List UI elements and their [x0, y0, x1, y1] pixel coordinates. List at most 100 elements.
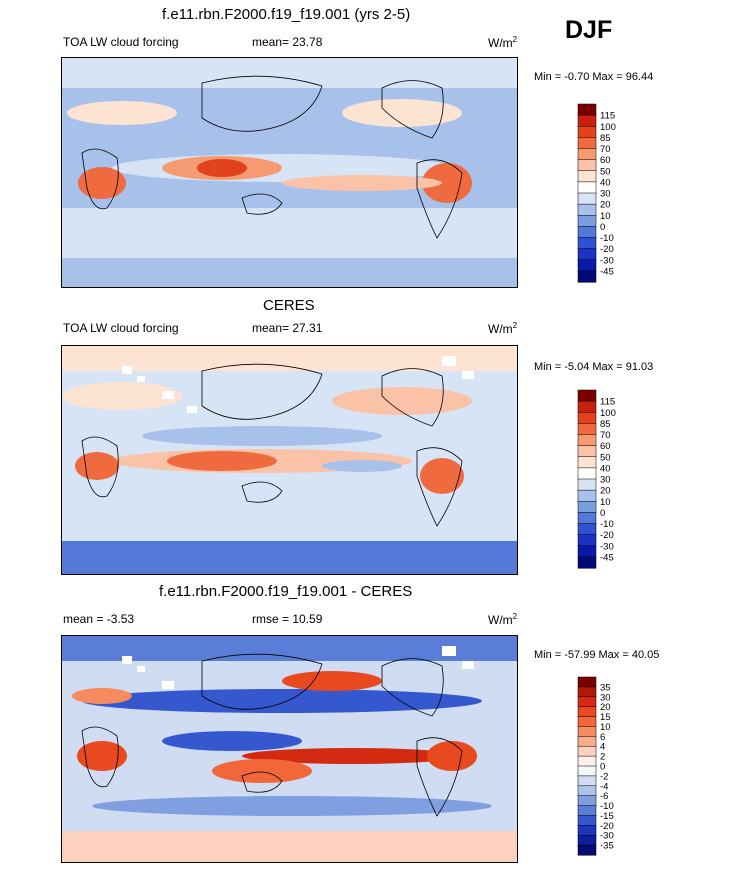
panel-1-colorbar: 115 100 85 70 60 50 40 30 20 10 0 -10 -20 -30 -45 — [577, 103, 628, 284]
panel-3-coastlines — [81, 653, 463, 817]
colorbar-1-swatch — [577, 248, 597, 261]
colorbar-2-tick-label: -30 — [600, 541, 614, 552]
colorbar-1-swatch — [577, 259, 597, 272]
colorbar-2-tick-label: 100 — [600, 408, 616, 419]
colorbar-3-swatch — [577, 844, 597, 856]
panel-3-map — [61, 635, 518, 863]
colorbar-3-swatch — [577, 736, 597, 747]
colorbar-3-tick-label: 10 — [600, 722, 611, 733]
panel-1-southern-band — [62, 208, 517, 258]
colorbar-1-swatch — [577, 226, 597, 239]
colorbar-3-tick-label: 2 — [600, 752, 605, 763]
panel-2-units: W/m2 — [488, 321, 518, 336]
colorbar-2-tick-label: -20 — [600, 530, 614, 541]
panel-2-south-america-high — [420, 458, 464, 494]
colorbar-2-swatch — [577, 534, 597, 547]
colorbar-2-swatch — [577, 423, 597, 436]
panel-2-africa-high — [75, 452, 119, 480]
panel-3-rmse-label: rmse = 10.59 — [252, 612, 323, 626]
colorbar-2-swatch — [577, 445, 597, 458]
colorbar-2-swatch — [577, 512, 597, 525]
panel-1-warm-pool-core — [197, 159, 247, 177]
colorbar-3-swatch — [577, 765, 597, 777]
colorbar-3-swatch — [577, 775, 597, 787]
colorbar-2-swatch — [577, 501, 597, 513]
colorbar-1-tick-label: 10 — [600, 211, 611, 222]
panel-3-north-pacific-pos — [282, 671, 382, 691]
colorbar-1-swatch — [577, 215, 597, 227]
panel-1-map-svg — [62, 58, 517, 287]
colorbar-2-tick-label: -10 — [600, 519, 614, 530]
colorbar-3-swatch — [577, 834, 597, 846]
colorbar-2-swatch — [577, 467, 597, 480]
panel-3-minmax: Min = -57.99 Max = 40.05 — [534, 649, 660, 661]
colorbar-2-swatch — [577, 545, 597, 558]
colorbar-1-tick-label: 85 — [600, 133, 611, 144]
panel-1-units: W/m2 — [488, 35, 518, 50]
panel-1-coastlines — [81, 75, 463, 239]
colorbar-3-tick-label: -35 — [600, 841, 614, 852]
season-label: DJF — [565, 16, 613, 44]
panel-1-map — [61, 57, 518, 288]
panel-3-southern-neg — [92, 796, 492, 816]
colorbar-3-tick-label: 6 — [600, 732, 605, 743]
panel-2-antarctic-band — [62, 541, 517, 574]
colorbar-2-tick-label: -45 — [600, 552, 614, 563]
panel-2-warm-pool — [167, 451, 277, 471]
colorbar-1-tick-label: 60 — [600, 155, 611, 166]
panel-2-title: CERES — [263, 297, 315, 314]
colorbar-3-swatch — [577, 745, 597, 757]
colorbar-2-tick-label: 50 — [600, 452, 611, 463]
colorbar-1-tick-label: 40 — [600, 177, 611, 188]
colorbar-3-swatch — [577, 686, 597, 698]
colorbar-2-swatch — [577, 478, 597, 491]
colorbar-1-swatch — [577, 137, 597, 150]
panel-1-south-america-high — [422, 163, 472, 203]
colorbar-1-swatch — [577, 126, 597, 138]
colorbar-2-swatch — [577, 556, 597, 569]
colorbar-2-swatch — [577, 400, 597, 413]
panel-1-atlantic-storm-track — [67, 101, 177, 125]
panel-2-subtropical-low — [142, 426, 382, 446]
panel-2-map — [61, 345, 518, 575]
colorbar-1-swatch — [577, 103, 597, 116]
colorbar-3-tick-label: 35 — [600, 682, 611, 693]
colorbar-2-swatch — [577, 489, 597, 502]
colorbar-3-swatch — [577, 676, 597, 688]
colorbar-2-tick-label: 10 — [600, 497, 611, 508]
colorbar-1-tick-label: 30 — [600, 189, 611, 200]
panel-3-antarctic-band — [62, 831, 517, 862]
colorbar-3-tick-label: 15 — [600, 712, 611, 723]
panel-2-pacific-storm-track — [332, 387, 472, 415]
colorbar-3-swatch — [577, 696, 597, 708]
panel-2-map-svg — [62, 346, 517, 574]
colorbar-3-tick-label: -4 — [600, 781, 608, 792]
colorbar-1-tick-label: 70 — [600, 144, 611, 155]
panel-3-map-svg — [62, 636, 517, 862]
colorbar-1-swatch — [577, 192, 597, 205]
colorbar-1-tick-label: -20 — [600, 244, 614, 255]
colorbar-3-tick-label: -15 — [600, 811, 614, 822]
panel-3-colorbar: 35 30 20 15 10 6 4 2 0 -2 -4 -6 -10 -15 -20 -30 -35 — [577, 676, 628, 857]
panel-1-pacific-storm-track — [342, 99, 462, 127]
colorbar-3-tick-label: -2 — [600, 771, 608, 782]
colorbar-2-swatch — [577, 434, 597, 447]
panel-1-antarctic-band — [62, 258, 517, 287]
colorbar-1-swatch — [577, 148, 597, 161]
panel-1-variable-label: TOA LW cloud forcing — [63, 35, 179, 49]
colorbar-1-tick-label: -45 — [600, 266, 614, 277]
colorbar-1-swatch — [577, 237, 597, 250]
colorbar-3-swatch — [577, 825, 597, 836]
colorbar-3-tick-label: -20 — [600, 821, 614, 832]
colorbar-3-tick-label: 0 — [600, 762, 605, 773]
colorbar-3-swatch — [577, 706, 597, 718]
colorbar-1-tick-label: 50 — [600, 166, 611, 177]
panel-2-east-pacific-low — [322, 460, 402, 472]
colorbar-1-swatch — [577, 181, 597, 194]
colorbar-1-swatch — [577, 270, 597, 283]
panel-3-south-america-pos — [427, 741, 477, 771]
colorbar-3-swatch — [577, 785, 597, 797]
colorbar-1-tick-label: 115 — [600, 111, 615, 122]
